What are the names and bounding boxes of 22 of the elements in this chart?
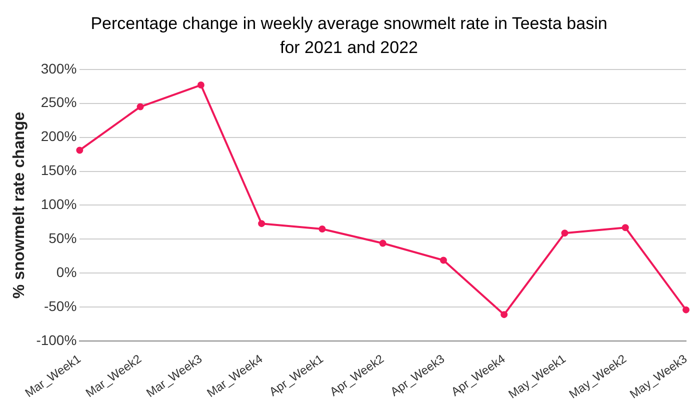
y-tick-label: 150% [40, 162, 77, 178]
y-tick-label: 300% [40, 60, 77, 76]
point [258, 220, 266, 228]
point [136, 103, 144, 110]
y-axis-title: % snowmelt rate change [11, 112, 28, 299]
point [379, 240, 386, 247]
point [561, 230, 568, 237]
point [500, 311, 508, 318]
chart-title: Percentage change in weekly average snowmelt rate in Teesta basin for 2021 and 2022 [90, 13, 608, 58]
point [76, 146, 84, 154]
y-tick-label: 250% [40, 94, 77, 110]
point [682, 306, 690, 314]
y-tick-label: 100% [40, 196, 77, 212]
y-tick-label: 200% [40, 128, 77, 144]
point [318, 226, 326, 233]
y-tick-label: -100% [36, 332, 77, 348]
y-tick-label: 0% [56, 264, 77, 280]
y-tick-label: -50% [44, 298, 77, 314]
point [622, 224, 629, 232]
point [440, 256, 447, 264]
point [197, 82, 204, 89]
y-tick-label: 50% [48, 230, 77, 246]
